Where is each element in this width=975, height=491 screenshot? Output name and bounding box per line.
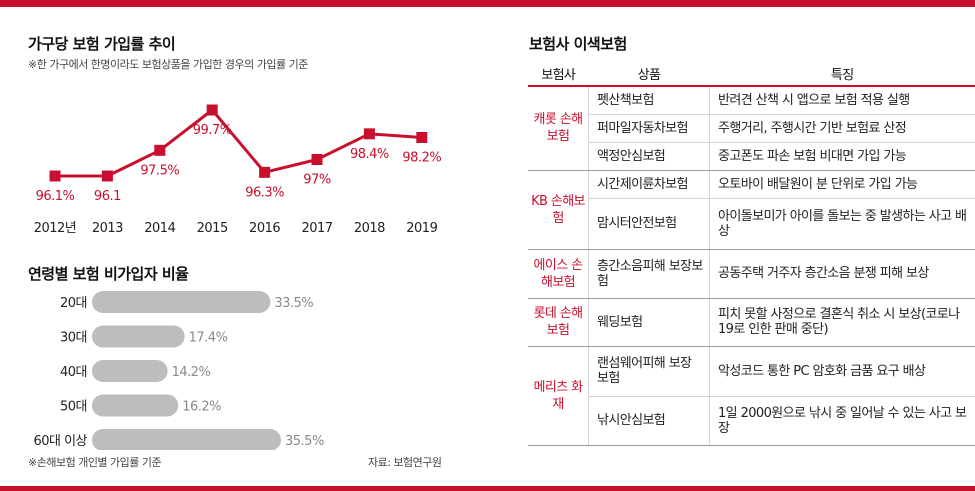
- bar-category-label: 60대 이상: [33, 434, 87, 449]
- bar-category-label: 40대: [60, 365, 87, 380]
- insurance-table: 보험사 상품 특징 캐롯 손해보험 펫산책보험 반려견 산책 시 앱으로 보험 …: [528, 61, 975, 446]
- data-point: [416, 132, 428, 143]
- data-point: [206, 104, 218, 116]
- insurer-cell: 메리츠 화재: [528, 346, 589, 446]
- x-tick-label: 2017: [301, 221, 332, 236]
- data-label: 96.1%: [36, 189, 75, 204]
- bar-value-label: 33.5%: [274, 296, 313, 311]
- product-cell: 시간제이륜차보험: [588, 170, 710, 199]
- source-note: 자료: 보험연구원: [368, 456, 442, 469]
- x-tick-label: 2012년: [34, 221, 77, 236]
- table-row: 에이스 손해보험 층간소음피해 보장보험 공동주택 거주자 층간소음 분쟁 피해…: [528, 249, 975, 299]
- table-row: 낚시안심보험 1일 2000원으로 낚시 중 일어날 수 있는 사고 보장: [528, 396, 975, 446]
- bar: [92, 360, 168, 382]
- line-chart: 96.1% 2012년 96.1 2013 97.5% 2014 99.7% 2015 96.3…: [34, 104, 442, 236]
- feature-cell: 오토바이 배달원이 분 단위로 가입 가능: [709, 170, 975, 199]
- product-cell: 펫산책보험: [588, 86, 710, 115]
- bar: [92, 325, 185, 348]
- data-label: 98.2%: [402, 151, 441, 166]
- bar-value-label: 35.5%: [285, 434, 324, 449]
- data-label: 99.7%: [193, 123, 232, 138]
- bar-value-label: 14.2%: [172, 365, 211, 380]
- x-tick-label: 2016: [249, 221, 280, 236]
- bar: [92, 429, 281, 450]
- data-point: [154, 144, 166, 156]
- feature-cell: 아이돌보미가 아이를 돌보는 중 발생하는 사고 배상: [709, 198, 975, 250]
- bar-category-label: 30대: [60, 331, 87, 346]
- feature-cell: 주행거리, 주행시간 기반 보험료 산정: [709, 114, 975, 143]
- series-line: [55, 108, 422, 178]
- feature-cell: 중고폰도 파손 보험 비대면 가입 가능: [709, 142, 975, 171]
- feature-cell: 1일 2000원으로 낚시 중 일어날 수 있는 사고 보장: [709, 396, 975, 446]
- data-label: 97%: [303, 173, 331, 188]
- table-row: KB 손해보험 시간제이륜차보험 오토바이 배달원이 분 단위로 가입 가능: [528, 170, 975, 250]
- bar-chart-title: 연령별 보험 비가입자 비율: [28, 265, 189, 283]
- header-feature: 특징: [709, 61, 975, 87]
- product-cell: 퍼마일자동차보험: [588, 114, 710, 143]
- bar: [92, 291, 271, 313]
- feature-cell: 악성코드 통한 PC 암호화 금품 요구 배상: [709, 346, 975, 397]
- data-point: [259, 166, 271, 178]
- insurer-cell: 에이스 손해보험: [528, 249, 589, 299]
- bottom-accent-bar: [0, 486, 975, 491]
- x-tick-label: 2015: [197, 221, 228, 236]
- product-cell: 낚시안심보험: [588, 396, 710, 446]
- x-tick-label: 2013: [92, 221, 123, 236]
- insurer-cell: 캐롯 손해보험: [528, 86, 589, 171]
- insurer-cell: KB 손해보험: [528, 170, 589, 250]
- x-tick-label: 2018: [354, 221, 385, 236]
- data-point: [101, 170, 113, 182]
- data-label: 97.5%: [140, 163, 179, 178]
- feature-cell: 피치 못할 사정으로 결혼식 취소 시 보상(코로나19로 인한 판매 중단): [709, 298, 975, 347]
- table-row: 롯데 손해보험 웨딩보험 피치 못할 사정으로 결혼식 취소 시 보상(코로나1…: [528, 298, 975, 347]
- header-product: 상품: [588, 61, 710, 87]
- top-accent-bar: [0, 0, 975, 7]
- product-cell: 랜섬웨어피해 보장 보험: [588, 346, 710, 397]
- bar-chart-footnote: ※손해보험 개인별 가입률 기준: [28, 456, 162, 469]
- bar-category-label: 20대: [60, 296, 87, 311]
- data-label: 96.1: [94, 189, 121, 204]
- table-title: 보험사 이색보험: [529, 35, 627, 53]
- feature-cell: 공동주택 거주자 층간소음 분쟁 피해 보상: [709, 249, 975, 299]
- table-row: 퍼마일자동차보험 주행거리, 주행시간 기반 보험료 산정: [528, 114, 975, 143]
- x-tick-label: 2019: [406, 221, 437, 236]
- feature-cell: 반려견 산책 시 앱으로 보험 적용 실행: [709, 86, 975, 115]
- product-cell: 웨딩보험: [588, 298, 710, 347]
- bar-value-label: 16.2%: [182, 400, 221, 415]
- product-cell: 맘시터안전보험: [588, 198, 710, 250]
- product-cell: 층간소음피해 보장보험: [588, 249, 710, 299]
- bar: [92, 394, 179, 417]
- header-insurer: 보험사: [528, 61, 589, 87]
- data-point: [363, 128, 375, 140]
- bar-chart: 20대 33.5% 30대 17.4% 40대 14.2% 50대 16.2% 60대 이상 35…: [33, 291, 324, 450]
- table-row: 액정안심보험 중고폰도 파손 보험 비대면 가입 가능: [528, 142, 975, 171]
- table-row: 맘시터안전보험 아이돌보미가 아이를 돌보는 중 발생하는 사고 배상: [528, 198, 975, 250]
- line-chart-subtitle: ※한 가구에서 한명이라도 보험상품을 가입한 경우의 가입률 기준: [28, 58, 308, 71]
- data-label: 98.4%: [350, 147, 389, 162]
- table-row: 메리츠 화재 랜섬웨어피해 보장 보험 악성코드 통한 PC 암호화 금품 요구…: [528, 346, 975, 446]
- insurer-cell: 롯데 손해보험: [528, 298, 589, 347]
- data-point: [49, 170, 61, 182]
- data-point: [311, 154, 323, 165]
- bar-value-label: 17.4%: [189, 331, 228, 346]
- bar-category-label: 50대: [60, 400, 87, 415]
- line-chart-title: 가구당 보험 가입률 추이: [28, 35, 176, 53]
- x-tick-label: 2014: [144, 221, 175, 236]
- data-label: 96.3%: [245, 185, 284, 200]
- product-cell: 액정안심보험: [588, 142, 710, 171]
- table-row: 캐롯 손해보험 펫산책보험 반려견 산책 시 앱으로 보험 적용 실행: [528, 86, 975, 171]
